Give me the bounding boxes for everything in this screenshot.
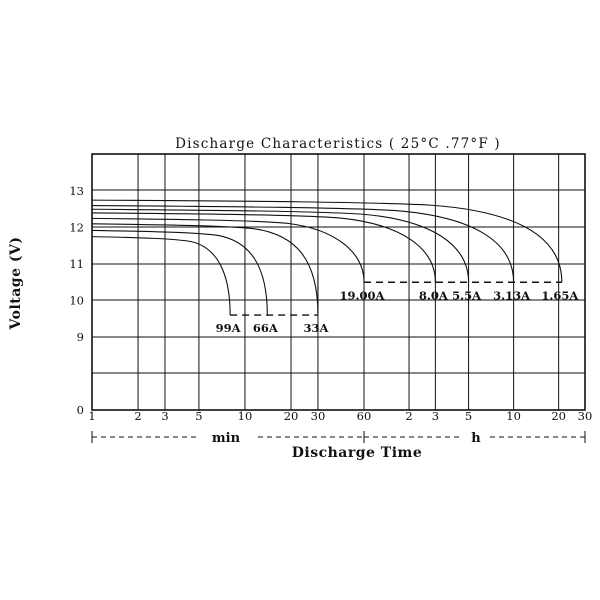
series-label: 99A — [216, 321, 242, 335]
series-label: 66A — [253, 321, 279, 335]
chart-title: Discharge Characteristics ( 25°C .77°F ) — [175, 136, 501, 152]
series-line — [91, 205, 515, 283]
x-tick-label: 3 — [161, 409, 168, 423]
y-tick-label: 10 — [69, 294, 84, 308]
x-tick-label: 2 — [405, 409, 412, 423]
segment-label: h — [471, 431, 481, 446]
series-line — [91, 208, 470, 283]
plot-frame — [91, 153, 586, 411]
series-label: 1.65A — [541, 288, 579, 302]
series-label: 19.00A — [340, 288, 386, 302]
x-tick-label: 10 — [506, 409, 521, 423]
x-tick-label: 5 — [465, 409, 472, 423]
x-tick-label: 60 — [357, 409, 372, 423]
x-tick-label: 5 — [195, 409, 202, 423]
x-tick-label: 20 — [551, 409, 566, 423]
y-tick-label: 13 — [69, 184, 84, 198]
series-line — [91, 223, 319, 316]
series-line — [91, 217, 365, 283]
series-label: 33A — [303, 321, 329, 335]
x-tick-label: 20 — [284, 409, 299, 423]
series-label: 8.0A — [419, 288, 449, 302]
y-tick-label: 9 — [77, 330, 84, 344]
x-axis-label: Discharge Time — [292, 445, 423, 461]
series-line — [91, 229, 268, 316]
y-tick-label: 12 — [69, 221, 84, 235]
x-tick-label: 10 — [238, 409, 253, 423]
series-line — [91, 236, 231, 316]
x-tick-label: 1 — [88, 409, 95, 423]
series-line — [91, 199, 563, 283]
series-line — [91, 212, 436, 283]
x-tick-label: 30 — [578, 409, 593, 423]
series-label: 5.5A — [452, 288, 482, 302]
x-tick-label: 2 — [134, 409, 141, 423]
curves — [91, 199, 563, 316]
segment-label: min — [212, 431, 241, 446]
curve-labels: 99A 66A 33A 19.00A 8.0A 5.5A 3.13A 1.65A — [216, 288, 580, 335]
y-axis-label: Voltage (V) — [8, 237, 24, 331]
y-tick-label: 11 — [69, 257, 84, 271]
x-tick-label: 30 — [311, 409, 326, 423]
series-label: 3.13A — [493, 288, 531, 302]
x-tick-label: 3 — [432, 409, 439, 423]
y-tick-label: 0 — [77, 403, 84, 417]
grid — [92, 154, 585, 410]
